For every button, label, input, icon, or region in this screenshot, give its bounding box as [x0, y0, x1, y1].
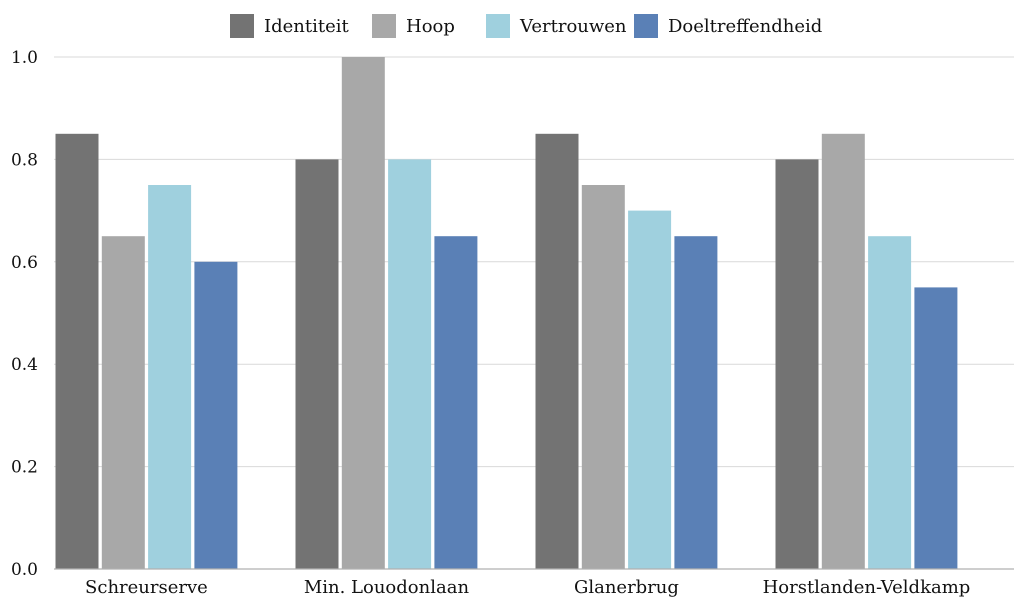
bar-hoop-3: [821, 133, 865, 570]
legend[interactable]: Identiteit Hoop Vertrouwen Doeltreffendheid: [230, 14, 822, 38]
legend-swatch-doeltreffendheid: [634, 14, 658, 38]
legend-label-doeltreffendheid[interactable]: Doeltreffendheid: [668, 16, 822, 37]
bar-hoop-2: [581, 185, 625, 569]
y-tick-label: 0.6: [11, 253, 38, 273]
bar-hoop-0: [101, 236, 145, 569]
bar-vertrouwen-0: [148, 185, 192, 569]
bar-doeltreffendheid-2: [674, 236, 718, 569]
x-axis-labels: Schreurserve Min. Louodonlaan Glanerbrug Ho…: [85, 577, 970, 598]
bar-vertrouwen-1: [388, 159, 432, 569]
y-tick-label: 0.0: [11, 560, 38, 580]
legend-swatch-identiteit: [230, 14, 254, 38]
y-tick-label: 0.4: [11, 355, 38, 375]
x-category-label: Glanerbrug: [574, 577, 679, 598]
y-tick-label: 0.2: [11, 458, 38, 478]
legend-swatch-hoop: [372, 14, 396, 38]
bar-doeltreffendheid-1: [434, 236, 478, 569]
legend-swatch-vertrouwen: [486, 14, 510, 38]
y-axis-ticks: 0.0 0.2 0.4 0.6 0.8 1.0: [11, 48, 38, 580]
x-category-label: Horstlanden-Veldkamp: [763, 577, 971, 598]
bar-vertrouwen-3: [868, 236, 912, 569]
bar-doeltreffendheid-3: [914, 287, 958, 569]
bars: [55, 57, 958, 570]
legend-label-identiteit[interactable]: Identiteit: [264, 16, 350, 37]
x-category-label: Min. Louodonlaan: [304, 577, 470, 598]
bar-identiteit-0: [55, 133, 99, 570]
bar-doeltreffendheid-0: [194, 261, 238, 569]
legend-label-vertrouwen[interactable]: Vertrouwen: [519, 16, 627, 37]
bar-identiteit-2: [535, 133, 579, 570]
y-tick-label: 1.0: [11, 48, 38, 68]
x-category-label: Schreurserve: [85, 577, 208, 598]
legend-label-hoop[interactable]: Hoop: [406, 16, 455, 37]
y-tick-label: 0.8: [11, 150, 38, 170]
bar-vertrouwen-2: [628, 210, 672, 569]
bar-hoop-1: [341, 57, 385, 569]
bar-identiteit-1: [295, 159, 339, 569]
bar-identiteit-3: [775, 159, 819, 569]
